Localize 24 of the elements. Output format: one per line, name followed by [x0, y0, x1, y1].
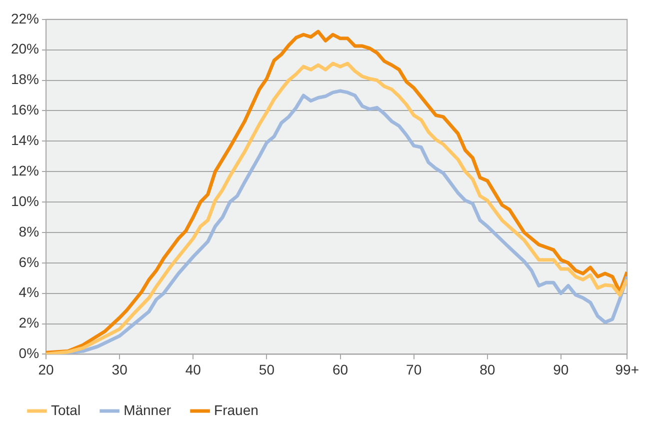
- y-tick-label: 2%: [18, 314, 40, 331]
- x-tick-label: 60: [332, 361, 348, 378]
- y-tick-label: 22%: [10, 10, 40, 26]
- y-tick-label: 20%: [10, 40, 40, 57]
- y-tick-label: 16%: [10, 102, 40, 118]
- y-tick-label: 0%: [18, 345, 40, 362]
- x-tick-label: 40: [185, 361, 202, 378]
- y-tick-label: 8%: [18, 223, 40, 240]
- y-tick-label: 18%: [10, 71, 40, 88]
- y-tick-label: 12%: [10, 162, 40, 178]
- y-tick-label: 14%: [10, 132, 40, 148]
- y-tick-label: 6%: [18, 254, 40, 270]
- legend-label: Frauen: [214, 402, 258, 418]
- x-tick-label: 90: [553, 361, 569, 378]
- y-tick-label: 10%: [10, 192, 40, 209]
- x-tick-label: 99+: [615, 361, 639, 378]
- x-tick-label: 70: [406, 361, 422, 378]
- x-tick-label: 80: [480, 361, 496, 378]
- legend-label: Männer: [124, 402, 172, 418]
- x-tick-label: 50: [258, 361, 275, 378]
- x-tick-label: 20: [38, 361, 54, 378]
- y-tick-label: 4%: [18, 284, 40, 300]
- legend-label: Total: [51, 402, 81, 418]
- x-tick-label: 30: [112, 361, 128, 378]
